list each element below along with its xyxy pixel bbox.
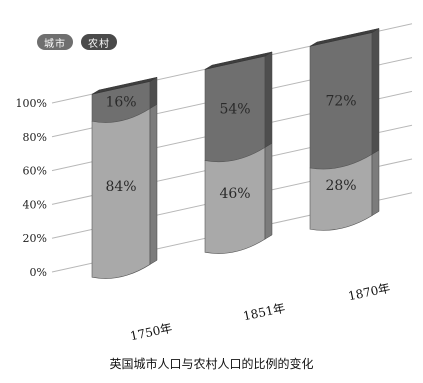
data-label-rural: 28% [325,178,356,194]
legend-item-city: 城市 [37,34,73,50]
bar-segment-city-side [264,51,273,148]
y-tick-label: 80% [23,131,47,144]
y-tick-label: 60% [23,165,47,178]
y-tick-label: 0% [30,266,47,279]
x-tick-label: 1870年 [347,281,392,304]
bar-top-cap [204,51,273,70]
data-label-city: 54% [219,101,250,117]
bar-segment-city-side [149,76,158,109]
bar-top-cap [309,28,380,47]
data-label-city: 72% [325,93,356,109]
data-label-rural: 46% [219,186,250,202]
bar-segment-city-side [371,27,380,155]
y-tick-label: 20% [23,232,47,245]
data-label-rural: 84% [105,179,136,195]
chart-title: 英国城市人口与农村人口的比例的变化 [109,357,314,371]
x-tick-label: 1851年 [242,301,287,324]
data-label-city: 16% [105,94,136,110]
chart-legend: 城市 农村 [37,34,117,50]
bar-segment-rural-side [371,149,380,217]
y-tick-label: 40% [23,198,47,211]
bar-top-cap [91,76,158,95]
bar-segment-rural-side [264,142,273,240]
legend-item-rural: 农村 [81,34,117,50]
y-tick-label: 100% [16,97,47,110]
bar-segment-rural-side [149,103,158,265]
x-tick-label: 1750年 [129,321,174,344]
